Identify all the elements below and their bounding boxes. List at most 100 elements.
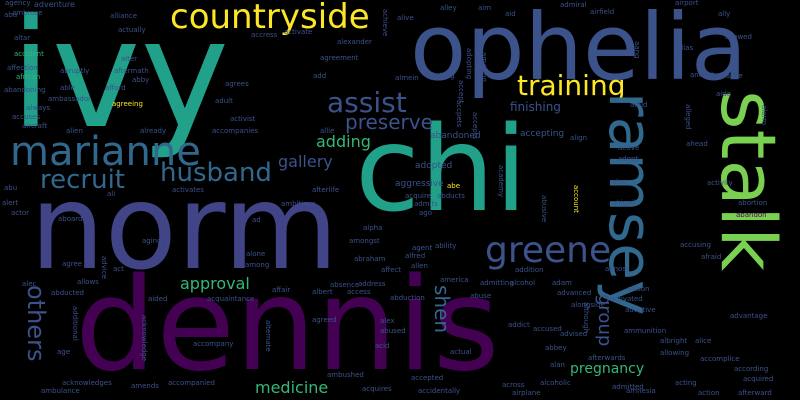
- word-chi: chi: [355, 100, 528, 238]
- word-adult: adult: [215, 97, 233, 105]
- word-allen: allen: [411, 262, 428, 270]
- word-allison: allison: [627, 285, 650, 293]
- word-ramsey: ramsey: [595, 92, 665, 316]
- word-access: access: [347, 288, 371, 296]
- word-abuse: abuse: [470, 292, 492, 300]
- word-afterward: afterward: [738, 389, 772, 397]
- word-admits: admits: [414, 200, 438, 208]
- word-alexander: alexander: [337, 38, 372, 46]
- word-approval: approval: [180, 274, 250, 293]
- word-alter: alter: [121, 55, 138, 63]
- word-addition: addition: [515, 266, 544, 274]
- word-actually: actually: [118, 26, 146, 34]
- word-ambulance: ambulance: [41, 387, 80, 395]
- word-pregnancy: pregnancy: [570, 361, 645, 377]
- word-others: others: [22, 285, 50, 362]
- word-america: america: [440, 276, 469, 284]
- word-abraham: abraham: [354, 255, 386, 263]
- word-alert: alert: [2, 199, 19, 207]
- word-acquire: acquire: [405, 192, 431, 200]
- word-adventure: adventure: [34, 0, 75, 9]
- word-alive: alive: [397, 14, 414, 22]
- word-recruit: recruit: [40, 165, 125, 195]
- word-alternate: alternate: [264, 320, 272, 352]
- word-abigail: abigail: [612, 199, 636, 207]
- word-age: age: [57, 348, 71, 356]
- word-adoptive: adoptive: [625, 306, 656, 314]
- word-aide: aide: [716, 90, 731, 98]
- word-agreed: agreed: [312, 316, 337, 324]
- word-abbey: abbey: [545, 344, 567, 352]
- word-accpets: accpets: [455, 100, 463, 128]
- word-ambitious: ambitious: [281, 200, 316, 208]
- word-add: add: [313, 72, 327, 80]
- word-always: always: [26, 104, 51, 112]
- word-aim: aim: [478, 4, 492, 12]
- word-academy: academy: [497, 165, 505, 198]
- word-admitting: admitting: [480, 279, 514, 287]
- word-among: among: [245, 261, 270, 269]
- word-acid: acid: [375, 342, 390, 350]
- word-accused: accused: [533, 325, 562, 333]
- word-accepts: accepts: [471, 112, 479, 140]
- word-alleged: alleged: [684, 104, 692, 130]
- word-ambrose: ambrose: [12, 9, 43, 17]
- word-agency: agency: [5, 0, 31, 7]
- word-aircraft: aircraft: [22, 122, 48, 130]
- word-adam: adam: [552, 279, 572, 287]
- word-assist: assist: [327, 86, 407, 119]
- word-ambassador: ambassador: [48, 95, 92, 103]
- word-ambushed: ambushed: [327, 371, 364, 379]
- word-agreeing: agreeing: [112, 100, 143, 108]
- word-acquaintance: acquaintance: [207, 295, 255, 303]
- word-accompanies: accompanies: [212, 127, 259, 135]
- word-ad: ad: [252, 216, 261, 224]
- word-abandoned: abandoned: [430, 131, 481, 141]
- word-align: align: [570, 134, 588, 142]
- word-abe: abe: [447, 182, 461, 190]
- word-agreement: agreement: [320, 54, 359, 62]
- word-amongst: amongst: [349, 237, 380, 245]
- word-alpha: alpha: [363, 224, 383, 232]
- word-adding: adding: [316, 132, 371, 151]
- word-active: active: [618, 144, 640, 152]
- word-alcohol: alcohol: [510, 279, 536, 287]
- word-admiral: admiral: [560, 1, 587, 9]
- word-accomplice: accomplice: [700, 355, 740, 363]
- word-airplane: airplane: [512, 389, 541, 397]
- word-preserve: preserve: [345, 110, 433, 134]
- word-alliance: alliance: [110, 12, 138, 20]
- word-according: according: [734, 365, 769, 373]
- word-alley: alley: [440, 4, 457, 12]
- word-actual: actual: [450, 348, 472, 356]
- word-ago: ago: [419, 209, 433, 217]
- word-aboard: aboard: [58, 215, 83, 223]
- word-alice: alice: [695, 337, 712, 345]
- word-action: action: [698, 389, 720, 397]
- word-alien: alien: [66, 127, 83, 135]
- word-agent: agent: [412, 244, 433, 252]
- word-acquires: acquires: [362, 385, 392, 393]
- word-act: act: [113, 265, 124, 273]
- word-absence: absence: [330, 281, 360, 289]
- word-abduction: abduction: [390, 294, 425, 302]
- word-afterwards: afterwards: [588, 354, 626, 362]
- word-husband: husband: [160, 158, 272, 188]
- word-additional: additional: [71, 306, 79, 341]
- word-also: also: [612, 178, 627, 186]
- word-altar: altar: [14, 34, 31, 42]
- word-agrees: agrees: [225, 80, 249, 88]
- word-ali: ali: [107, 190, 116, 198]
- word-accompany: accompany: [193, 340, 234, 348]
- word-alias: alias: [677, 44, 694, 52]
- word-gallery: gallery: [278, 152, 333, 171]
- word-ally: ally: [718, 10, 731, 18]
- word-abducts: abducts: [437, 192, 465, 200]
- word-medicine: medicine: [255, 378, 329, 397]
- word-alarm: alarm: [760, 105, 768, 126]
- word-aging: aging: [142, 237, 162, 245]
- word-alcoholic: alcoholic: [540, 379, 571, 387]
- word-accusing: accusing: [680, 241, 711, 249]
- word-ability: ability: [435, 242, 457, 250]
- word-abu: abu: [4, 11, 18, 19]
